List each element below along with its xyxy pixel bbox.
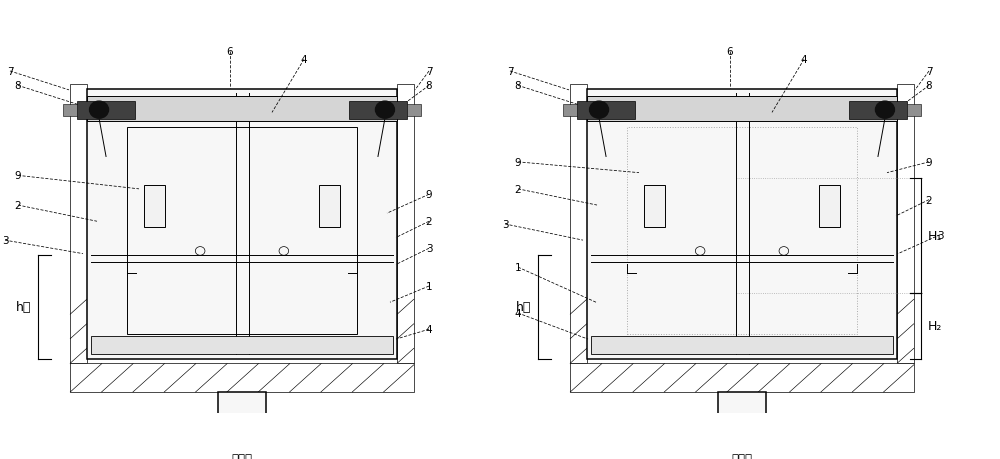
Text: 8: 8 [15,81,21,91]
Text: 2: 2 [926,195,932,205]
Text: 1: 1 [426,281,432,291]
Text: 3: 3 [2,235,8,246]
Text: 9: 9 [515,157,521,168]
Bar [319,186,340,227]
Bar [577,101,635,119]
Text: 8: 8 [515,81,521,91]
Text: 8: 8 [426,81,432,91]
Text: 7: 7 [426,67,432,77]
Bar [87,97,397,122]
Bar [63,105,77,116]
Text: H₁: H₁ [928,230,942,242]
Text: 9: 9 [926,157,932,168]
Bar [587,90,897,359]
Text: 4: 4 [301,55,307,65]
Text: 4: 4 [426,325,432,335]
Text: 7: 7 [926,67,932,77]
Text: 4: 4 [515,308,521,319]
Bar [70,85,87,364]
Bar [907,105,921,116]
Bar [627,128,857,334]
Text: H₂: H₂ [928,319,942,333]
Text: 6: 6 [227,47,233,57]
Bar [407,105,421,116]
Text: 4: 4 [801,55,807,65]
Circle shape [375,102,394,119]
Text: 2: 2 [515,185,521,195]
Bar [70,364,414,392]
Circle shape [875,102,894,119]
Text: h高: h高 [516,301,531,314]
Bar [570,85,587,364]
Text: 3: 3 [502,219,508,230]
Circle shape [590,102,609,119]
Bar [718,392,766,442]
Bar [591,336,893,355]
Bar [570,364,914,392]
Bar [87,90,397,359]
Text: h低: h低 [16,301,31,314]
Text: 出水口: 出水口 [232,452,252,459]
Bar [819,186,840,227]
Text: 2: 2 [15,201,21,211]
Bar [897,85,914,364]
Bar [644,186,665,227]
Text: 3: 3 [937,230,943,240]
Bar [144,186,165,227]
Bar [563,105,577,116]
Bar [349,101,407,119]
Bar [849,101,907,119]
Text: 8: 8 [926,81,932,91]
Text: 3: 3 [426,244,432,254]
Circle shape [90,102,109,119]
Bar [127,128,357,334]
Text: 7: 7 [7,67,13,77]
Text: 7: 7 [507,67,513,77]
Text: 出水口: 出水口 [732,452,753,459]
Text: 6: 6 [727,47,733,57]
Bar [587,97,897,122]
Bar [91,336,393,355]
Bar [397,85,414,364]
Bar [77,101,135,119]
Text: 9: 9 [426,190,432,200]
Text: 9: 9 [15,171,21,181]
Text: 2: 2 [426,217,432,227]
Bar [218,392,266,442]
Text: 1: 1 [515,263,521,273]
